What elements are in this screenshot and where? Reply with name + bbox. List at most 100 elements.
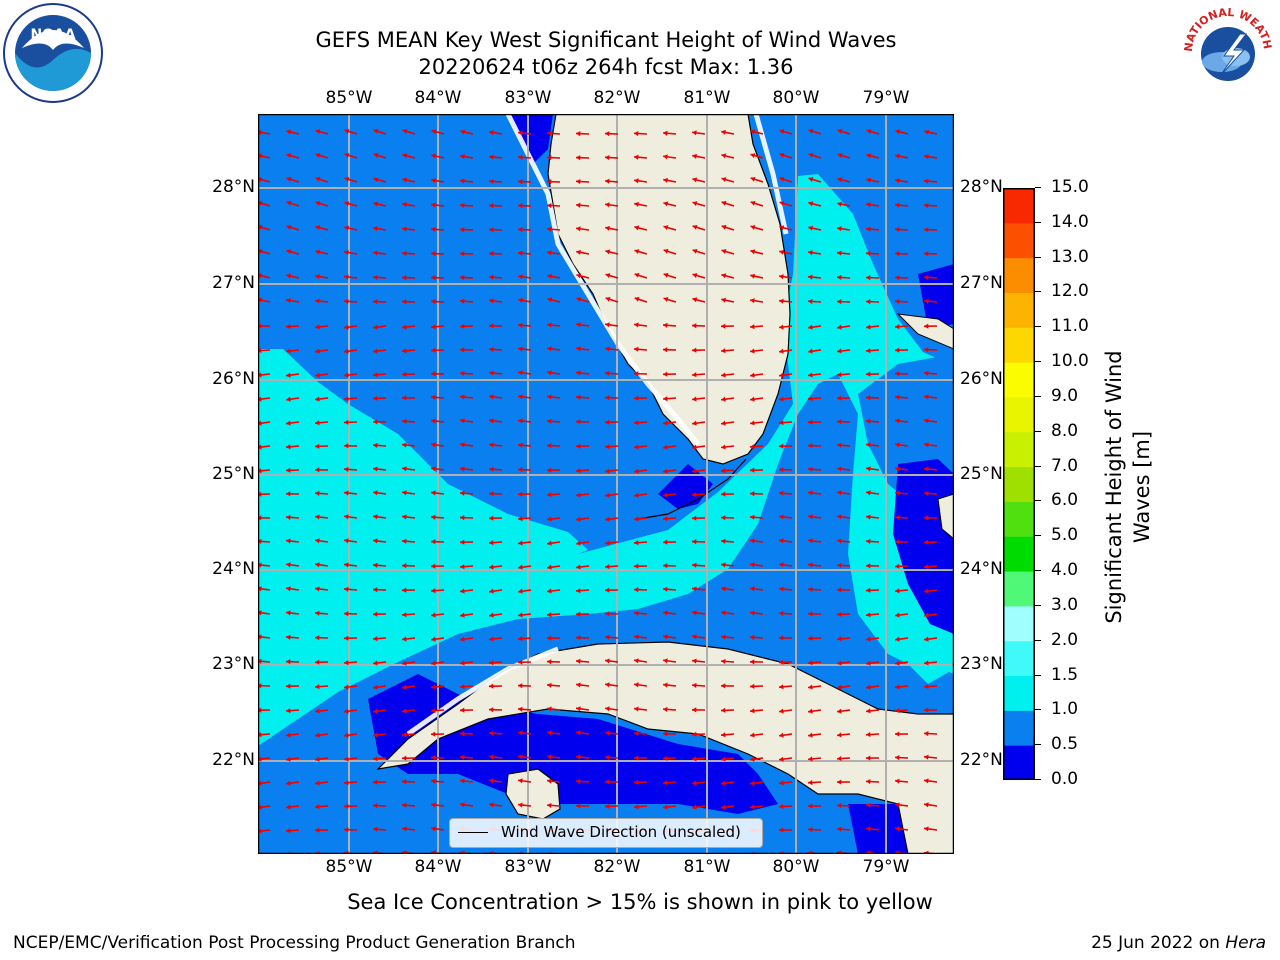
wind-wave-arrow (343, 274, 358, 280)
wind-wave-arrow (691, 323, 706, 329)
wind-wave-arrow (779, 562, 793, 568)
wind-wave-arrow (720, 348, 735, 354)
wind-wave-arrow (344, 348, 358, 354)
wind-wave-arrow (634, 225, 648, 231)
wind-wave-arrow (837, 177, 851, 183)
wind-wave-arrow (315, 756, 329, 762)
wind-wave-arrow (576, 273, 590, 279)
colorbar-tick-label: 4.0 (1051, 560, 1079, 581)
wind-wave-arrow (692, 610, 706, 616)
wind-wave-arrow (720, 562, 735, 568)
wind-wave-arrow (460, 129, 474, 135)
wind-wave-arrow (836, 803, 851, 809)
wind-wave-arrow (779, 274, 793, 280)
wind-wave-arrow (517, 706, 532, 712)
wind-wave-arrow (343, 419, 358, 425)
wind-wave-arrow (547, 346, 561, 352)
wind-wave-arrow (344, 225, 358, 231)
wind-wave-arrow (431, 466, 445, 472)
wind-wave-arrow (865, 371, 880, 377)
wind-wave-arrow (633, 130, 648, 137)
wind-wave-arrow (836, 372, 851, 378)
wind-wave-arrow (372, 466, 387, 472)
wind-wave-arrow (459, 227, 474, 233)
wind-wave-arrow (691, 468, 706, 474)
wind-wave-arrow (604, 178, 619, 184)
wind-wave-arrow (547, 540, 561, 546)
wind-wave-arrow (837, 490, 851, 496)
wind-wave-arrow (865, 395, 880, 401)
wind-wave-arrow (807, 443, 822, 449)
wind-wave-arrow (662, 755, 677, 761)
wind-wave-arrow (604, 131, 619, 137)
wind-wave-arrow (373, 490, 387, 496)
wind-wave-arrow (779, 129, 793, 135)
longitude-label: 85°W (325, 88, 373, 108)
wind-wave-arrow (373, 177, 387, 183)
wind-wave-arrow (285, 348, 300, 354)
wind-wave-arrow (459, 178, 474, 184)
wind-wave-arrow (779, 225, 793, 231)
colorbar-swatch (1003, 362, 1035, 398)
wind-wave-arrow (430, 731, 445, 737)
wind-wave-arrow (894, 778, 909, 784)
wind-wave-arrow (604, 730, 619, 736)
wind-wave-arrow (314, 780, 329, 786)
wind-wave-arrow (575, 202, 590, 208)
wind-wave-arrow (749, 491, 764, 497)
wind-wave-arrow (401, 708, 416, 714)
wind-wave-arrow (924, 802, 938, 808)
wind-wave-arrow (894, 371, 909, 377)
wind-wave-arrow (692, 130, 706, 136)
wind-wave-arrow (488, 203, 503, 209)
wind-wave-arrow (633, 587, 648, 593)
wind-wave-arrow (894, 251, 909, 257)
wind-wave-arrow (779, 708, 793, 714)
longitude-label: 81°W (683, 857, 731, 877)
colorbar-label: Significant Height of Wind Waves [m] (1102, 350, 1154, 624)
wind-wave-arrow (401, 442, 416, 448)
colorbar-tick-mark (1035, 256, 1041, 258)
wind-wave-arrow (750, 396, 764, 402)
wind-wave-arrow (315, 274, 329, 280)
wind-wave-arrow (372, 587, 387, 593)
wind-wave-arrow (923, 323, 938, 329)
wind-wave-arrow (866, 490, 880, 496)
wind-wave-arrow (459, 778, 474, 784)
wind-wave-arrow (836, 442, 851, 448)
wind-wave-arrow (605, 492, 619, 498)
wind-wave-arrow (808, 324, 822, 330)
wind-wave-arrow (344, 372, 358, 378)
colorbar-swatch (1003, 431, 1035, 468)
wind-wave-arrow (807, 586, 822, 592)
wind-wave-arrow (517, 203, 532, 209)
wind-wave-arrow (546, 394, 561, 400)
wind-wave-arrow (662, 731, 677, 737)
wind-wave-arrow (605, 202, 619, 208)
wind-wave-arrow (836, 755, 851, 762)
wind-wave-arrow (895, 612, 909, 618)
wind-wave-arrow (401, 587, 416, 593)
wind-wave-arrow (575, 443, 590, 449)
wind-wave-arrow (518, 297, 532, 303)
wind-wave-arrow (314, 586, 329, 592)
wind-wave-arrow (721, 420, 735, 426)
wind-wave-arrow (779, 348, 793, 354)
wind-wave-arrow (808, 538, 822, 544)
wind-wave-arrow (634, 492, 648, 498)
wind-wave-arrow (430, 684, 445, 690)
wind-wave-arrow (372, 779, 387, 785)
wind-wave-arrow (315, 200, 329, 207)
wind-wave-arrow (430, 612, 445, 618)
wind-wave-arrow (488, 540, 503, 546)
wind-wave-arrow (372, 660, 387, 666)
wind-wave-arrow (779, 249, 793, 255)
wind-wave-arrow (663, 225, 677, 231)
wind-wave-arrow (663, 272, 677, 279)
wind-wave-arrow (837, 128, 851, 135)
wind-wave-arrow (865, 226, 880, 232)
wind-wave-arrow (372, 803, 387, 809)
wind-wave-arrow (488, 370, 503, 376)
wind-wave-arrow (517, 226, 532, 233)
wave-band-cyan (258, 174, 954, 746)
